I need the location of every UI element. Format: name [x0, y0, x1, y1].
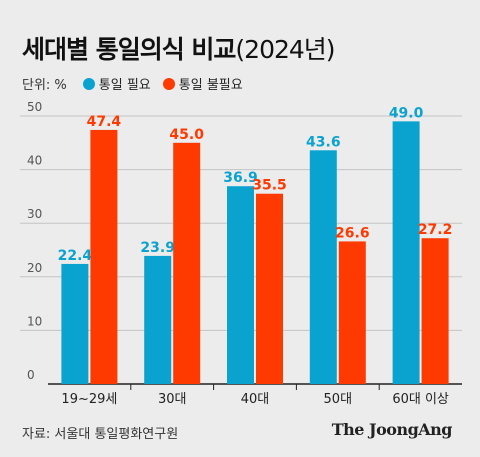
data-label: 49.0	[389, 105, 424, 121]
y-tick-label: 50	[27, 100, 42, 114]
bar-unneeded	[90, 129, 118, 384]
y-tick-label: 30	[27, 207, 42, 221]
data-label: 47.4	[87, 114, 122, 130]
data-label: 43.6	[306, 134, 341, 150]
bar-unneeded	[256, 193, 283, 384]
legend-label-unneeded: 통일 불필요	[178, 78, 243, 93]
legend-label-needed: 통일 필요	[98, 78, 151, 93]
bar-unneeded	[338, 241, 366, 384]
data-label: 27.2	[418, 222, 453, 238]
data-label: 45.0	[169, 127, 204, 143]
bar-needed	[309, 150, 337, 384]
category-label: 19~29세	[61, 392, 117, 407]
category-label: 30대	[158, 392, 187, 407]
bar-unneeded	[421, 238, 449, 384]
y-tick-label: 20	[27, 261, 42, 275]
legend: 단위: % 통일 필요 통일 불필요	[22, 74, 255, 93]
data-label: 26.6	[335, 225, 370, 241]
bar-needed	[227, 186, 254, 384]
unit-label: 단위: %	[22, 78, 67, 93]
legend-item-needed: 통일 필요	[82, 74, 151, 93]
legend-item-unneeded: 통일 불필요	[162, 74, 243, 93]
title-main: 세대별 통일의식 비교	[22, 35, 236, 64]
data-label: 22.4	[58, 248, 93, 264]
category-label: 60대 이상	[392, 392, 449, 407]
legend-dot-needed	[82, 77, 95, 90]
y-tick-label: 40	[27, 154, 42, 168]
title-year: (2024년)	[235, 35, 335, 64]
bar-needed	[392, 121, 420, 385]
category-label: 40대	[241, 392, 270, 407]
y-tick-label: 0	[27, 368, 35, 382]
chart-title: 세대별 통일의식 비교(2024년)	[22, 30, 336, 66]
data-label: 35.5	[252, 178, 287, 194]
data-label: 36.9	[223, 170, 258, 186]
bar-needed	[144, 255, 172, 384]
bar-unneeded	[173, 142, 201, 384]
brand-logo: The JoongAng	[331, 420, 453, 439]
category-label: 50대	[324, 392, 353, 407]
legend-dot-unneeded	[162, 77, 175, 90]
data-label: 23.9	[140, 240, 175, 256]
y-tick-label: 10	[27, 314, 42, 328]
bar-needed	[61, 263, 89, 384]
source-note: 자료: 서울대 통일평화연구원	[22, 427, 179, 442]
